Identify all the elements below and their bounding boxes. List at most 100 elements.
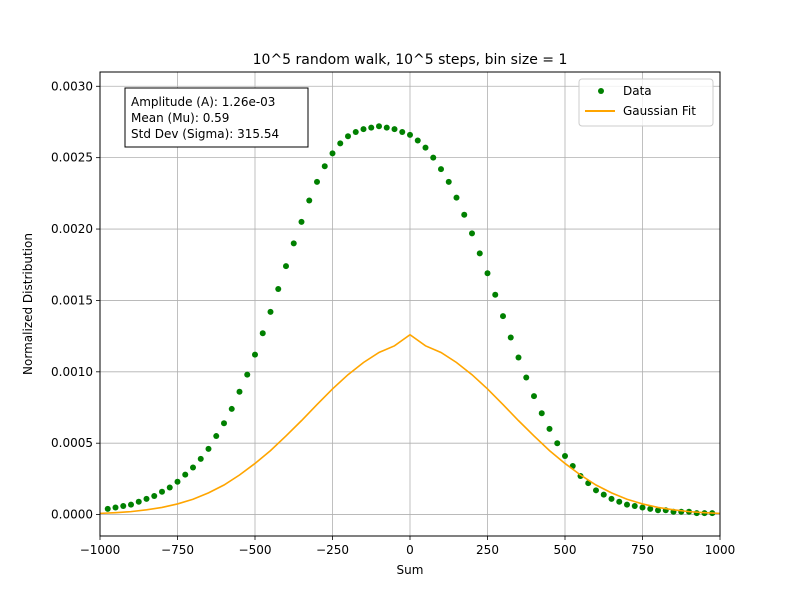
y-axis: 0.0000 0.0005 0.0010 0.0015 0.0020 0.0025 0.00… xyxy=(51,79,100,522)
y-tick-label: 0.0010 xyxy=(51,365,93,379)
data-point xyxy=(445,178,452,185)
data-point xyxy=(484,270,491,277)
data-point xyxy=(298,218,305,225)
data-point xyxy=(306,197,313,204)
stats-annotation-box xyxy=(124,87,309,148)
legend-box xyxy=(578,78,714,127)
data-point xyxy=(120,503,127,510)
data-point xyxy=(197,455,204,462)
x-axis-label: Sum xyxy=(397,563,424,577)
data-point xyxy=(546,425,553,432)
data-point xyxy=(205,445,212,452)
data-point xyxy=(128,501,134,508)
data-point xyxy=(135,498,142,505)
x-tick-label: 500 xyxy=(554,543,577,557)
data-point xyxy=(221,420,227,427)
data-point xyxy=(616,498,623,505)
data-point xyxy=(267,308,274,315)
data-point xyxy=(693,510,700,517)
data-point xyxy=(190,464,196,471)
data-point xyxy=(430,154,437,161)
data-point xyxy=(259,330,266,337)
data-point xyxy=(391,126,398,133)
chart-title: 10^5 random walk, 10^5 steps, bin size =… xyxy=(253,52,568,68)
stats-mean: Mean (Mu): 0.59 xyxy=(131,111,229,125)
data-point xyxy=(290,240,297,247)
data-point xyxy=(414,137,421,144)
legend-data-marker xyxy=(598,88,604,94)
data-point xyxy=(352,128,359,135)
data-point xyxy=(283,263,289,270)
data-point xyxy=(593,487,599,494)
y-tick-label: 0.0025 xyxy=(51,151,93,165)
plot-area xyxy=(99,123,721,517)
x-tick-label: 1000 xyxy=(705,543,736,557)
gaussian-fit-line xyxy=(99,333,721,515)
data-point xyxy=(228,405,235,412)
x-tick-label: 250 xyxy=(476,543,499,557)
data-point xyxy=(438,166,444,173)
y-axis-label: Normalized Distribution xyxy=(21,233,35,375)
y-tick-label: 0.0000 xyxy=(51,508,93,522)
legend-gaussian-label: Gaussian Fit xyxy=(623,104,696,118)
data-point xyxy=(104,505,111,512)
x-tick-label: −1000 xyxy=(80,543,121,557)
data-point xyxy=(151,493,158,500)
data-point xyxy=(337,140,344,147)
data-point xyxy=(236,388,243,395)
data-point xyxy=(321,163,328,170)
data-point xyxy=(469,230,475,237)
data-point xyxy=(159,488,165,495)
data-point xyxy=(275,286,282,293)
data-point xyxy=(314,178,320,185)
legend-data-label: Data xyxy=(623,84,652,98)
stats-annotation: Amplitude (A): 1.26e-03 Mean (Mu): 0.59 … xyxy=(124,87,309,148)
data-point xyxy=(360,126,367,133)
data-point xyxy=(523,374,530,381)
x-axis: −1000 −750 −500 −250 0 250 500 750 1000 xyxy=(80,536,736,557)
y-tick-label: 0.0005 xyxy=(51,436,93,450)
data-point xyxy=(647,505,654,512)
data-point xyxy=(476,250,483,257)
data-point xyxy=(376,123,382,130)
x-tick-label: 750 xyxy=(631,543,654,557)
data-point xyxy=(244,371,251,378)
stats-amplitude: Amplitude (A): 1.26e-03 xyxy=(131,95,275,109)
stats-std-dev: Std Dev (Sigma): 315.54 xyxy=(131,127,279,141)
x-tick-label: −250 xyxy=(316,543,349,557)
data-point xyxy=(639,504,646,511)
data-point xyxy=(329,150,336,157)
y-tick-label: 0.0030 xyxy=(51,79,93,93)
data-point xyxy=(531,393,537,400)
data-point xyxy=(538,410,545,417)
data-point xyxy=(112,504,119,511)
data-point xyxy=(407,131,413,138)
data-point xyxy=(507,334,514,341)
data-point xyxy=(461,211,468,218)
data-point xyxy=(515,354,522,361)
data-point xyxy=(345,133,351,140)
data-point xyxy=(600,491,607,498)
data-point xyxy=(492,291,499,298)
data-point xyxy=(500,313,506,320)
legend: Data Gaussian Fit xyxy=(578,78,714,127)
data-point xyxy=(383,124,390,131)
data-point xyxy=(368,124,375,131)
data-point xyxy=(182,471,189,478)
x-tick-label: 0 xyxy=(406,543,414,557)
data-point xyxy=(624,501,630,508)
data-point xyxy=(554,440,561,447)
data-point xyxy=(453,194,460,201)
y-tick-label: 0.0015 xyxy=(51,293,93,307)
data-point xyxy=(166,484,173,491)
data-point xyxy=(143,495,150,502)
data-point xyxy=(631,503,638,510)
data-point xyxy=(422,144,429,151)
data-point xyxy=(608,495,615,502)
data-point xyxy=(399,128,406,135)
data-point xyxy=(213,433,220,440)
x-tick-label: −750 xyxy=(161,543,194,557)
y-tick-label: 0.0020 xyxy=(51,222,93,236)
data-point xyxy=(174,478,181,485)
